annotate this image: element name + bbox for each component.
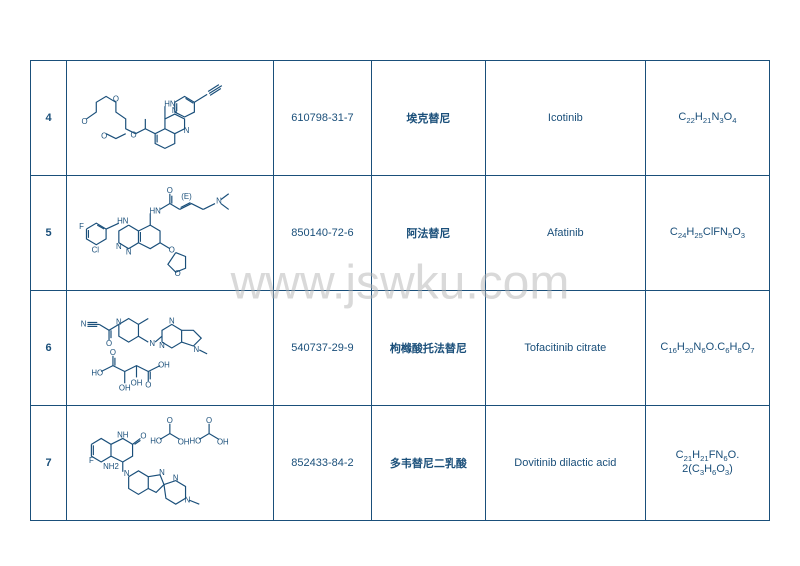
atom-label: N bbox=[194, 345, 200, 354]
atom-label: O bbox=[82, 117, 88, 126]
cas-number: 852433-84-2 bbox=[273, 406, 371, 521]
compound-table: 4 O O O N N O HN 610798-31-7 埃克替尼 Icotin… bbox=[30, 60, 770, 521]
structure-cell: N O N N N N N HO O OH OH OH O bbox=[67, 291, 274, 406]
table-row: 5 F Cl HN N N HN O (E) N O O 850140-72-6… bbox=[31, 176, 770, 291]
atom-label: N bbox=[173, 474, 179, 483]
atom-label: N bbox=[159, 468, 165, 477]
atom-label: N bbox=[116, 242, 122, 251]
atom-label: OH bbox=[119, 383, 131, 392]
cas-number: 540737-29-9 bbox=[273, 291, 371, 406]
cas-number: 610798-31-7 bbox=[273, 61, 371, 176]
atom-label: F bbox=[89, 456, 94, 465]
english-name: Dovitinib dilactic acid bbox=[485, 406, 645, 521]
atom-label: O bbox=[169, 246, 175, 255]
atom-label: O bbox=[167, 186, 173, 195]
table-row: 4 O O O N N O HN 610798-31-7 埃克替尼 Icotin… bbox=[31, 61, 770, 176]
molecular-formula: C16H20N6O.C6H8O7 bbox=[645, 291, 769, 406]
cas-number: 850140-72-6 bbox=[273, 176, 371, 291]
atom-label: O bbox=[140, 432, 146, 441]
atom-label: O bbox=[101, 132, 107, 141]
atom-label: O bbox=[131, 131, 137, 140]
chinese-name: 埃克替尼 bbox=[372, 61, 486, 176]
row-number: 4 bbox=[31, 61, 67, 176]
atom-label: HN bbox=[150, 206, 162, 215]
atom-label: N bbox=[126, 248, 132, 257]
structure-cell: F Cl HN N N HN O (E) N O O bbox=[67, 176, 274, 291]
structure-cell: O O O N N O HN bbox=[67, 61, 274, 176]
molecular-formula: C21H21FN6O.2(C3H6O3) bbox=[645, 406, 769, 521]
atom-label: N bbox=[159, 341, 165, 350]
molecular-formula: C22H21N3O4 bbox=[645, 61, 769, 176]
atom-label: OH bbox=[217, 437, 229, 446]
table-row: 7 NH O F NH2 N N N N HO O OH HO O OH 852… bbox=[31, 406, 770, 521]
atom-label: O bbox=[113, 94, 119, 103]
row-number: 6 bbox=[31, 291, 67, 406]
chinese-name: 阿法替尼 bbox=[372, 176, 486, 291]
atom-label: HO bbox=[150, 436, 162, 445]
atom-label: NH bbox=[117, 431, 129, 440]
atom-label: N bbox=[116, 318, 122, 327]
structure-cell: NH O F NH2 N N N N HO O OH HO O OH bbox=[67, 406, 274, 521]
atom-label: O bbox=[110, 348, 116, 357]
atom-label: Cl bbox=[92, 246, 100, 255]
row-number: 7 bbox=[31, 406, 67, 521]
atom-label: O bbox=[206, 416, 212, 425]
english-name: Icotinib bbox=[485, 61, 645, 176]
atom-label: HN bbox=[117, 216, 129, 225]
english-name: Afatinib bbox=[485, 176, 645, 291]
atom-label: NH2 bbox=[103, 462, 119, 471]
atom-label: N bbox=[184, 126, 190, 135]
atom-label: O bbox=[145, 380, 151, 389]
atom-label: F bbox=[79, 222, 84, 231]
atom-label: O bbox=[106, 339, 112, 348]
table-row: 6 N O N N N N N HO O OH OH OH O 540737-2… bbox=[31, 291, 770, 406]
chinese-name: 枸橼酸托法替尼 bbox=[372, 291, 486, 406]
atom-label: OH bbox=[131, 378, 143, 387]
atom-label: HO bbox=[190, 436, 202, 445]
atom-label: OH bbox=[178, 437, 190, 446]
molecular-formula: C24H25ClFN5O3 bbox=[645, 176, 769, 291]
stereo-label: (E) bbox=[181, 192, 192, 201]
atom-label: O bbox=[167, 416, 173, 425]
row-number: 5 bbox=[31, 176, 67, 291]
atom-label: HO bbox=[92, 369, 104, 378]
english-name: Tofacitinib citrate bbox=[485, 291, 645, 406]
atom-label: N bbox=[81, 320, 87, 329]
atom-label: HN bbox=[164, 99, 176, 108]
atom-label: O bbox=[175, 269, 181, 278]
chinese-name: 多韦替尼二乳酸 bbox=[372, 406, 486, 521]
atom-label: N bbox=[150, 339, 156, 348]
atom-label: OH bbox=[158, 361, 170, 370]
atom-label: N bbox=[169, 317, 175, 326]
